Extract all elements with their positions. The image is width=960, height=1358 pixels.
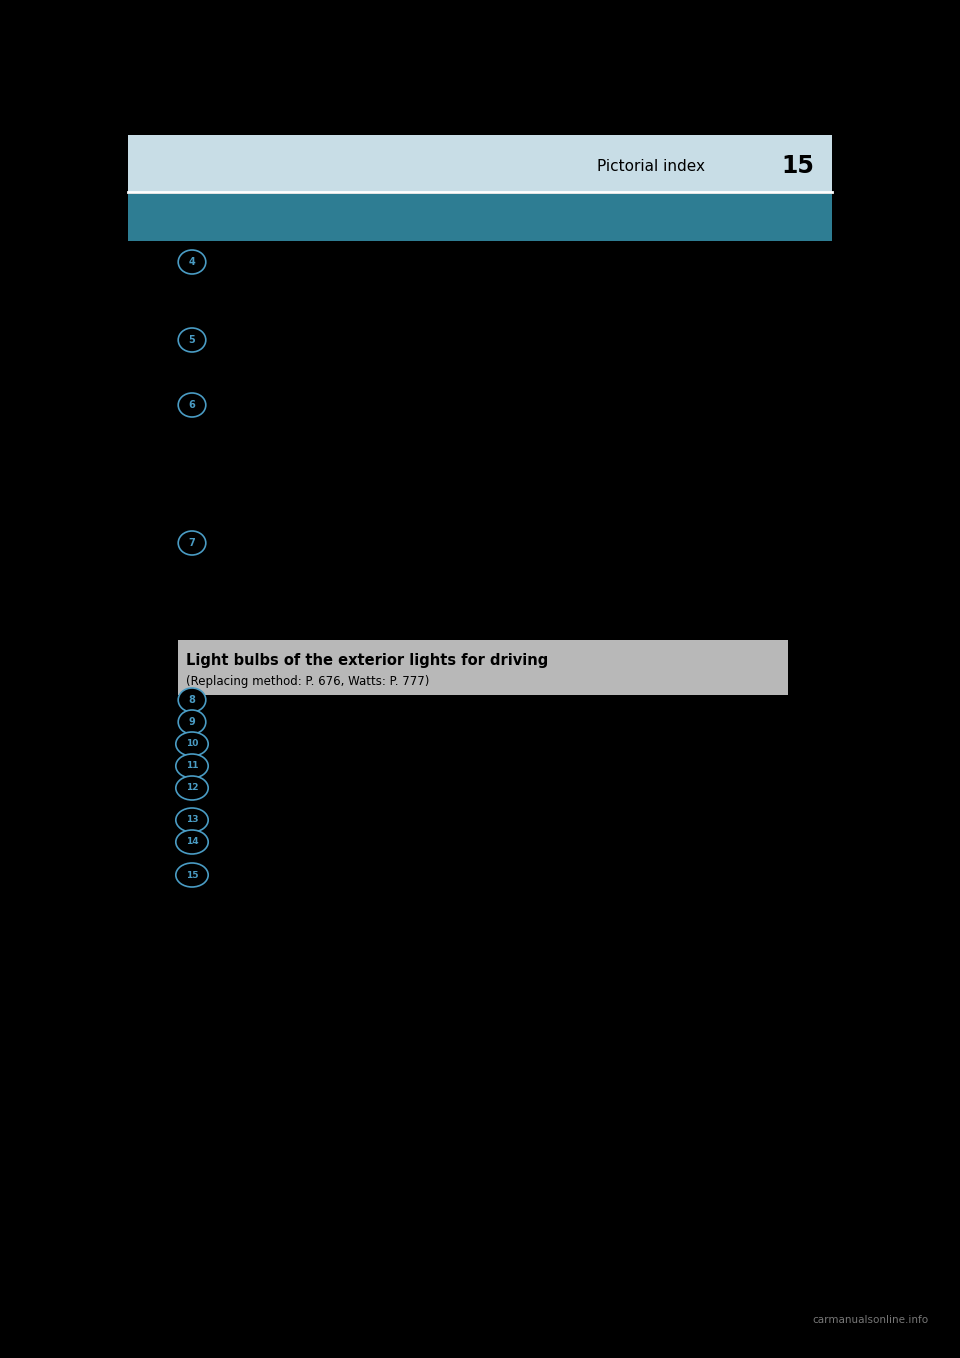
- Text: 8: 8: [188, 695, 196, 705]
- Ellipse shape: [176, 732, 208, 756]
- Text: 15: 15: [185, 870, 199, 880]
- Text: carmanualsonline.info: carmanualsonline.info: [812, 1315, 928, 1325]
- Ellipse shape: [179, 710, 205, 735]
- Text: 9: 9: [188, 717, 196, 727]
- Text: 15: 15: [781, 155, 815, 178]
- Text: Light bulbs of the exterior lights for driving: Light bulbs of the exterior lights for d…: [186, 653, 548, 668]
- FancyBboxPatch shape: [128, 134, 832, 191]
- Ellipse shape: [179, 531, 205, 555]
- Ellipse shape: [176, 754, 208, 778]
- Ellipse shape: [179, 392, 205, 417]
- Ellipse shape: [176, 808, 208, 832]
- FancyBboxPatch shape: [128, 194, 832, 240]
- Text: 13: 13: [185, 816, 199, 824]
- Text: 4: 4: [188, 257, 196, 268]
- Ellipse shape: [179, 329, 205, 352]
- Text: 7: 7: [188, 538, 196, 549]
- Text: 5: 5: [188, 335, 196, 345]
- Ellipse shape: [179, 250, 205, 274]
- Ellipse shape: [176, 862, 208, 887]
- Text: 11: 11: [185, 762, 199, 770]
- Text: 12: 12: [185, 784, 199, 793]
- Text: Pictorial index: Pictorial index: [597, 159, 706, 174]
- Text: 10: 10: [186, 740, 198, 748]
- Ellipse shape: [176, 830, 208, 854]
- Ellipse shape: [176, 775, 208, 800]
- FancyBboxPatch shape: [178, 640, 788, 695]
- Text: (Replacing method: P. 676, Watts: P. 777): (Replacing method: P. 676, Watts: P. 777…: [186, 675, 429, 687]
- Text: 14: 14: [185, 838, 199, 846]
- Text: 6: 6: [188, 401, 196, 410]
- Ellipse shape: [179, 689, 205, 712]
